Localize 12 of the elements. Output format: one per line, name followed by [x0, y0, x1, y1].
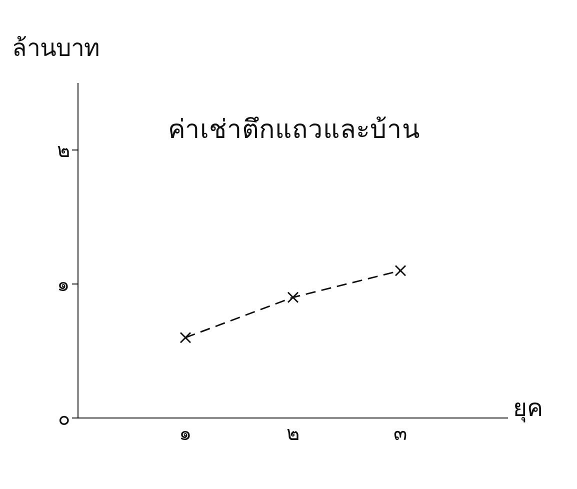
x-tick-label: ๑ [179, 421, 192, 446]
y-axis-title: ล้านบาท [12, 33, 100, 64]
y-tick-label: ๑ [57, 272, 70, 296]
x-tick-label: ๓ [394, 421, 408, 446]
point [180, 332, 192, 344]
x-tick-label: ๒ [286, 421, 300, 446]
text: ค่าเช่าตึกแถวและบ้าน [168, 114, 420, 147]
x-axis-title: ยุค [513, 393, 543, 424]
y-tick-label: ๐ [58, 406, 70, 430]
y-tick-label: ๒ [57, 138, 70, 162]
point [287, 292, 299, 304]
point [394, 264, 406, 276]
